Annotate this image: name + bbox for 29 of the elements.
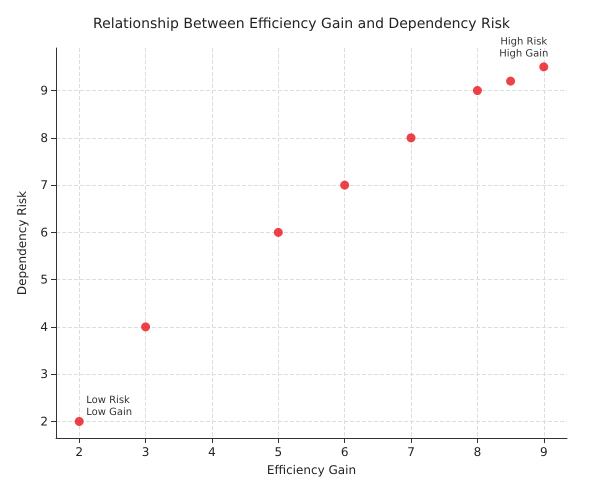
- x-tick-label: 5: [274, 445, 282, 459]
- point: [539, 62, 548, 72]
- x-tick-label: 7: [407, 445, 415, 459]
- point: [74, 416, 84, 426]
- y-tick-label: 8: [40, 130, 48, 145]
- point: [274, 228, 283, 237]
- point: [406, 133, 416, 142]
- point: [141, 322, 150, 332]
- annotation: Low Risk Low Gain: [86, 394, 132, 418]
- x-tick-label: 3: [142, 445, 150, 459]
- y-axis-title: Dependency Risk: [15, 190, 29, 296]
- y-tick-label: 5: [40, 272, 48, 287]
- x-tick-label: 6: [340, 445, 348, 459]
- point: [506, 76, 516, 86]
- y-tick-label: 6: [40, 225, 48, 240]
- x-tick-label: 9: [540, 445, 548, 459]
- x-tick-label: 2: [75, 445, 84, 459]
- x-tick-label: 8: [474, 445, 482, 459]
- point: [340, 180, 350, 190]
- y-tick-label: 2: [40, 414, 48, 428]
- y-tick-label: 9: [40, 84, 48, 98]
- y-tick-label: 3: [40, 367, 48, 382]
- y-tick-label: 7: [40, 178, 48, 192]
- x-axis-title: Efficiency Gain: [266, 463, 356, 477]
- x-tick-label: 4: [208, 445, 216, 459]
- annotation: High Risk High Gain: [499, 36, 548, 60]
- chart-title: Relationship Between Efficiency Gain and Dependency Risk: [92, 16, 511, 32]
- point: [472, 86, 482, 96]
- y-tick-label: 4: [40, 320, 48, 334]
